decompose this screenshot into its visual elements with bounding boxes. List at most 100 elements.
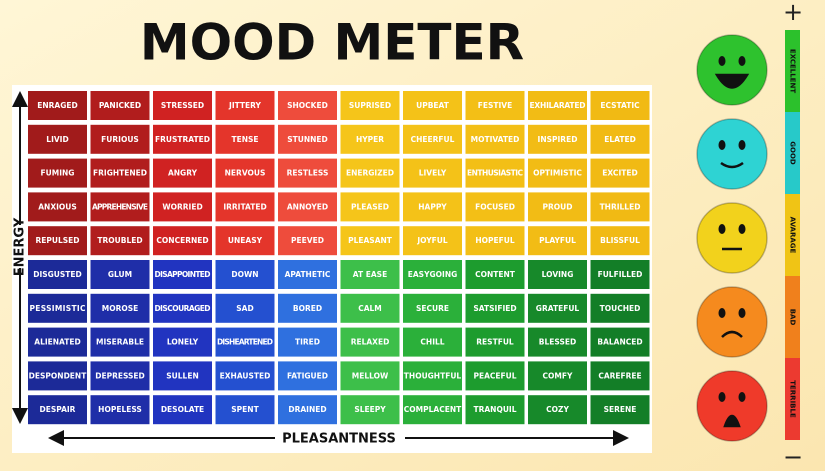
eye [738,56,746,66]
mood-cell [215,226,275,256]
mood-cell [90,361,150,391]
mood-label: DESPAIR [40,405,76,414]
mood-label: HAPPY [418,202,447,211]
mood-cell [590,327,650,357]
face [696,370,768,442]
mood-cell [340,91,400,120]
mood-cell [28,124,87,154]
mood-label: OPTIMISTIC [533,169,582,178]
mood-label: EXCITED [602,169,637,178]
mood-label: FRIGHTENED [93,169,147,178]
mood-label: UNEASY [228,236,263,245]
mood-cell [465,124,525,154]
mood-label: SUPRISED [349,101,391,110]
mood-cell [403,91,462,120]
mood-label: THRILLED [600,202,641,211]
mood-cell [528,158,587,188]
mood-label: JITTERY [228,101,261,110]
mood-label: PESSIMISTIC [30,304,86,313]
mood-label: SECURE [416,304,449,313]
mood-label: ECSTATIC [600,101,640,110]
mood-cell [340,124,400,154]
mood-label: FATIGUED [287,371,328,380]
mood-cell [153,260,212,289]
mood-cell [403,124,462,154]
mood-cell [465,293,525,323]
scale: EXCELLENT GOOD AVARAGE BAD TERRIBLE [785,30,800,440]
mood-label: TRANQUIL [473,405,516,414]
mood-cell [28,361,87,391]
mood-cell [465,158,525,188]
mood-label: SATSIFIED [473,304,516,313]
mood-label: RELAXED [351,338,390,347]
axis-label: ENERGY [13,217,28,276]
mood-cell [90,91,150,120]
eye [738,308,746,318]
mood-cell [340,395,400,425]
mood-label: STRESSED [161,101,204,110]
mood-cell [278,192,337,222]
mood-cell [278,124,337,154]
mood-label: COMPLACENT [404,405,462,414]
mood-cell [278,327,337,357]
mood-label: SHOCKED [287,101,328,110]
mood-label: GRATEFUL [536,304,580,313]
mood-label: SPENT [231,405,259,414]
mood-label: PANICKED [99,101,141,110]
mood-cell [215,158,275,188]
mood-label: CHEERFUL [411,135,455,144]
mood-cell [340,226,400,256]
eye [718,392,726,402]
mood-cell [465,395,525,425]
mood-cell [528,260,587,289]
plus: + [783,0,803,26]
mood-label: UPBEAT [416,101,450,110]
mood-cell [403,395,462,425]
mood-label: BLESSED [539,338,576,347]
mood-cell [590,192,650,222]
mood-label: NERVOUS [225,169,266,178]
mood-label: RESTFUL [476,338,514,347]
mood-label: MOTIVATED [471,135,520,144]
mood-label: TROUBLED [97,236,142,245]
mood-cell [28,327,87,357]
mood-cell [153,192,212,222]
mood-label: EXHAUSTED [220,371,271,380]
mouth [720,161,744,169]
mood-cell [278,226,337,256]
scale-segment [785,276,800,358]
mood-label: BORED [293,304,322,313]
mood-label: DISCOURAGED [155,304,211,313]
mood-label: RESTLESS [287,169,329,178]
scale-segment [785,112,800,194]
mood-cell [590,124,650,154]
axis-label: PLEASANTNESS [282,432,396,447]
mood-cell [28,260,87,289]
minus: − [783,443,803,471]
mood-cell [403,226,462,256]
mood-cell [278,260,337,289]
mood-label: FULFILLED [598,270,643,279]
mood-cell [215,192,275,222]
mood-cell [28,192,87,222]
mood-cell [590,158,650,188]
mood-label: ELATED [604,135,636,144]
mood-cell [153,158,212,188]
mood-cell [590,293,650,323]
mood-label: CONCERNED [156,236,208,245]
mood-label: APATHETIC [285,270,331,279]
mood-cell [90,395,150,425]
mood-cell [465,226,525,256]
mood-cell [340,260,400,289]
mood-label: SULLEN [166,371,198,380]
mood-cell [90,293,150,323]
mood-cell [278,395,337,425]
mood-cell [403,158,462,188]
mood-label: LIVELY [419,169,447,178]
mood-cell [340,192,400,222]
mood-cell [340,158,400,188]
eye [718,140,726,150]
mood-cell [90,192,150,222]
scale-label: AVARAGE [789,217,797,254]
scale-segment [785,194,800,276]
